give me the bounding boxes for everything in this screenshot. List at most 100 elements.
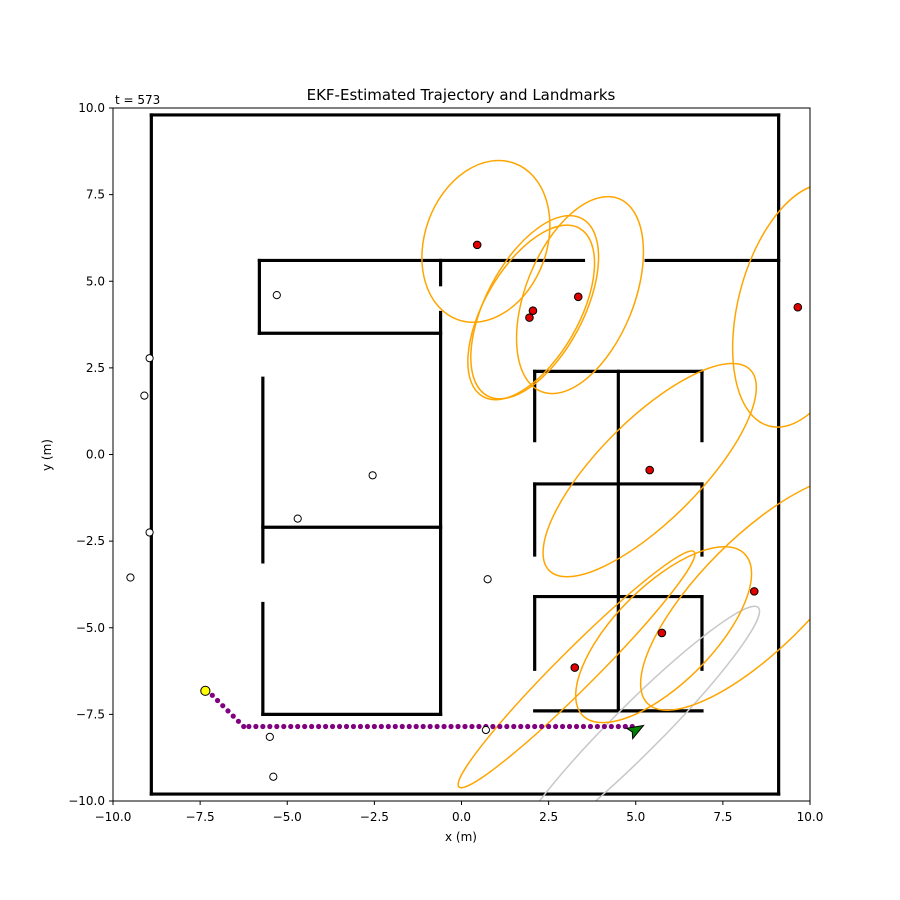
trajectory-point bbox=[539, 723, 545, 730]
unobserved-landmark bbox=[126, 573, 135, 582]
trajectory-point bbox=[525, 723, 531, 730]
trajectory-point bbox=[350, 723, 357, 730]
start-point bbox=[200, 685, 211, 696]
landmark-covariance-ellipse bbox=[542, 362, 758, 578]
x-tick-label: −5.0 bbox=[273, 810, 302, 824]
x-tick-label: −7.5 bbox=[186, 810, 215, 824]
trajectory-point bbox=[392, 723, 398, 730]
observed-landmark bbox=[472, 240, 482, 250]
trajectory-point bbox=[343, 723, 350, 730]
trajectory-point bbox=[288, 723, 294, 730]
trajectory-point bbox=[455, 723, 461, 730]
trajectory-point bbox=[253, 723, 259, 730]
unobserved-landmark bbox=[265, 732, 274, 741]
trajectory-point bbox=[594, 723, 601, 730]
trajectory-point bbox=[511, 723, 517, 730]
x-tick-label: 0.0 bbox=[452, 810, 471, 824]
observed-landmark bbox=[793, 302, 803, 312]
y-tick-label: 10.0 bbox=[78, 101, 105, 115]
trajectory-point bbox=[322, 723, 329, 730]
y-tick-label: 0.0 bbox=[86, 448, 105, 462]
unobserved-landmark bbox=[293, 514, 302, 523]
unobserved-landmark bbox=[145, 528, 154, 537]
trajectory bbox=[200, 685, 635, 730]
robot-arrow-head bbox=[625, 724, 645, 740]
y-tick-label: −7.5 bbox=[76, 707, 105, 721]
unobserved-landmark bbox=[140, 391, 149, 400]
trajectory-point bbox=[295, 723, 301, 730]
trajectory-point bbox=[566, 723, 573, 730]
trajectory-point bbox=[260, 723, 266, 730]
trajectory-point bbox=[371, 723, 377, 730]
observed-landmark bbox=[570, 663, 580, 672]
trajectory-point bbox=[357, 723, 364, 730]
landmark-covariance-ellipse bbox=[639, 475, 810, 711]
y-tick-label: −2.5 bbox=[76, 534, 105, 548]
trajectory-point bbox=[469, 723, 475, 730]
trajectory-point bbox=[490, 723, 496, 730]
trajectory-point bbox=[214, 697, 221, 704]
unobserved-landmark bbox=[269, 772, 278, 781]
trajectory-point bbox=[552, 723, 559, 730]
trajectory-point bbox=[316, 723, 322, 730]
unobserved-landmark bbox=[272, 291, 281, 300]
robot-arrow bbox=[625, 724, 645, 740]
trajectory-point bbox=[235, 718, 242, 724]
robot-covariance-ellipse bbox=[511, 605, 761, 801]
uncertainty-ellipses bbox=[421, 159, 810, 801]
trajectory-point bbox=[580, 723, 587, 730]
trajectory-point bbox=[399, 723, 405, 730]
unobserved-landmark bbox=[368, 471, 377, 480]
trajectory-point bbox=[476, 723, 482, 730]
x-tick-label: −2.5 bbox=[360, 810, 389, 824]
landmark-covariance-ellipse bbox=[467, 224, 596, 401]
trajectory-point bbox=[274, 723, 280, 730]
trajectory-point bbox=[532, 723, 538, 730]
y-tick-label: −10.0 bbox=[68, 794, 105, 808]
trajectory-point bbox=[587, 723, 594, 730]
trajectory-point bbox=[209, 692, 215, 698]
x-tick-label: 5.0 bbox=[626, 810, 645, 824]
trajectory-point bbox=[241, 723, 247, 730]
trajectory-point bbox=[615, 723, 621, 730]
trajectory-point bbox=[385, 723, 391, 730]
trajectory-point bbox=[573, 723, 580, 730]
trajectory-point bbox=[559, 723, 566, 730]
unobserved-landmark bbox=[145, 354, 154, 363]
landmark-covariance-ellipse bbox=[731, 183, 810, 428]
trajectory-point bbox=[246, 723, 252, 730]
observed-landmark bbox=[645, 465, 654, 475]
trajectory-point bbox=[546, 723, 552, 730]
trajectory-point bbox=[364, 723, 371, 730]
walls bbox=[149, 113, 781, 796]
observed-landmark bbox=[528, 306, 538, 316]
trajectory-point bbox=[413, 723, 419, 730]
landmark-covariance-ellipse bbox=[457, 550, 696, 789]
trajectory-point bbox=[220, 703, 226, 709]
trajectory-point bbox=[518, 723, 524, 730]
x-tick-label: 2.5 bbox=[539, 810, 558, 824]
trajectory-point bbox=[441, 723, 447, 730]
landmark-covariance-ellipse bbox=[421, 159, 551, 324]
trajectory-point bbox=[448, 723, 454, 730]
timestamp-label: t = 573 bbox=[115, 93, 160, 107]
unobserved-landmark bbox=[483, 575, 492, 584]
trajectory-point bbox=[608, 723, 614, 730]
y-tick-label: 7.5 bbox=[86, 188, 105, 202]
y-tick-label: −5.0 bbox=[76, 621, 105, 635]
trajectory-point bbox=[462, 723, 468, 730]
trajectory-point bbox=[281, 723, 287, 730]
x-axis-label: x (m) bbox=[445, 830, 477, 844]
landmarks bbox=[126, 240, 803, 781]
x-tick-label: 7.5 bbox=[713, 810, 732, 824]
trajectory-point bbox=[378, 723, 384, 730]
observed-landmark bbox=[657, 628, 667, 638]
x-tick-label: 10.0 bbox=[797, 810, 824, 824]
trajectory-point bbox=[434, 723, 440, 730]
trajectory-point bbox=[504, 723, 510, 730]
trajectory-point bbox=[267, 723, 273, 730]
y-tick-label: 5.0 bbox=[86, 274, 105, 288]
trajectory-point bbox=[406, 723, 412, 730]
trajectory-point bbox=[329, 723, 336, 730]
observed-landmark bbox=[525, 313, 534, 322]
